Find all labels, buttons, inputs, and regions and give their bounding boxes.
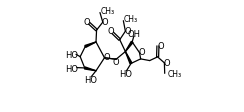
Text: HO: HO	[66, 50, 79, 59]
Polygon shape	[85, 43, 96, 48]
Text: O: O	[104, 53, 110, 62]
Polygon shape	[125, 52, 132, 64]
Text: HO: HO	[119, 70, 132, 79]
Text: O: O	[139, 48, 145, 57]
Text: CH₃: CH₃	[124, 15, 138, 24]
Text: O: O	[107, 27, 114, 36]
Text: O: O	[158, 41, 164, 50]
Text: O: O	[125, 27, 131, 36]
Text: OH: OH	[128, 30, 141, 39]
Text: O: O	[163, 58, 170, 67]
Text: HO: HO	[84, 75, 97, 84]
Text: CH₃: CH₃	[167, 70, 181, 79]
Text: CH₃: CH₃	[100, 6, 114, 15]
Text: O: O	[102, 18, 109, 27]
Text: HO: HO	[66, 64, 79, 73]
Text: O: O	[113, 58, 119, 67]
Text: O: O	[84, 18, 91, 27]
Polygon shape	[84, 67, 96, 71]
Polygon shape	[125, 42, 133, 52]
